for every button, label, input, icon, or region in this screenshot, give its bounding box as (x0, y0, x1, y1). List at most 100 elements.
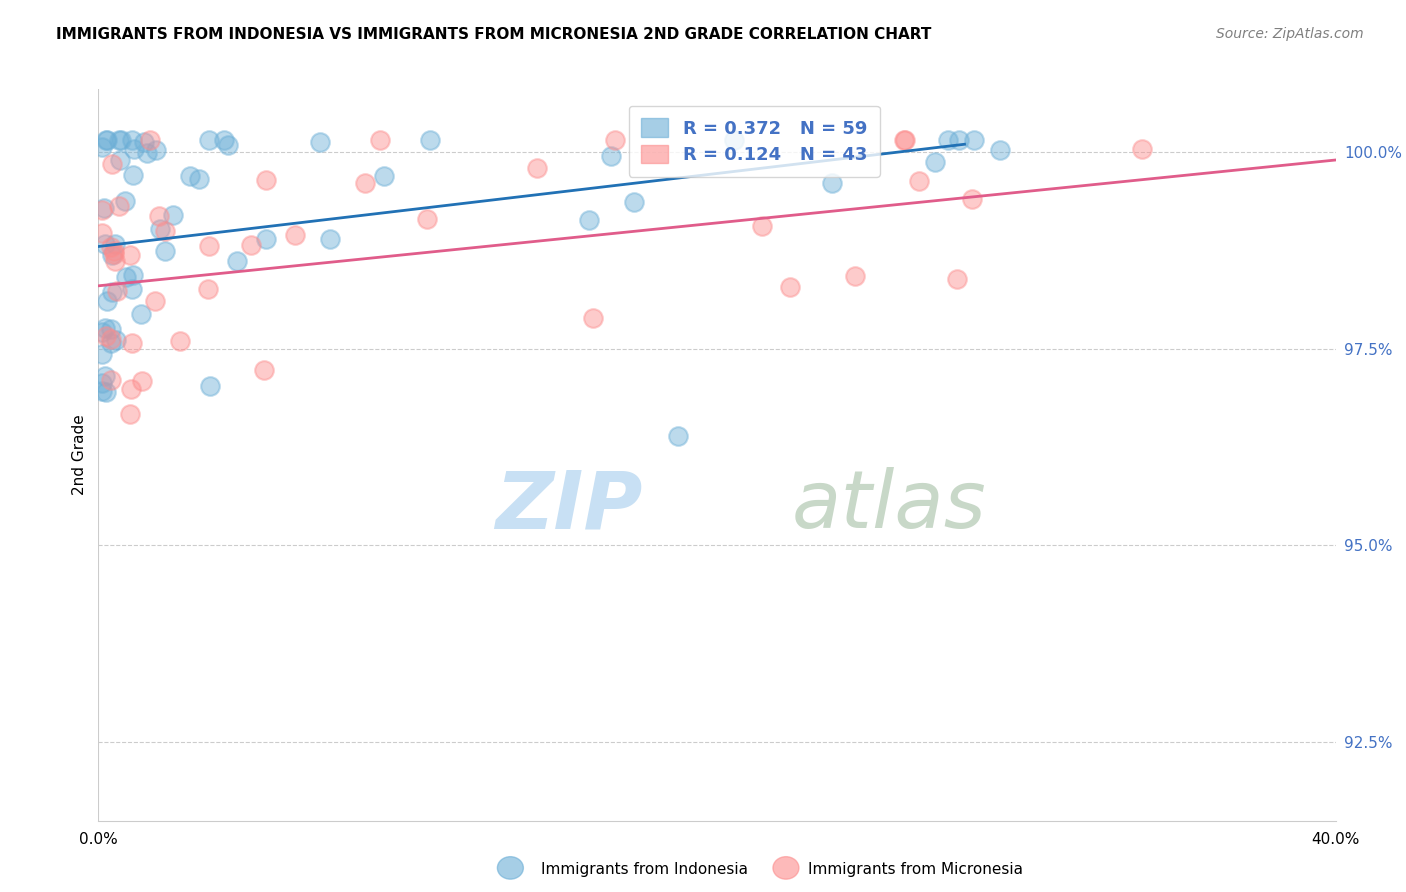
Point (198, 379, 221, 393)
Point (101, 248, 124, 262)
Point (90, 140, 112, 154)
Point (103, 244, 125, 258)
Point (284, 228, 307, 243)
Point (100, 336, 122, 351)
Point (104, 333, 127, 347)
Point (104, 253, 127, 268)
Point (419, 133, 441, 147)
Point (122, 142, 145, 156)
Point (90, 376, 112, 391)
Point (129, 307, 152, 321)
Point (101, 285, 124, 299)
Point (319, 232, 342, 246)
Point (217, 137, 239, 152)
Point (139, 133, 162, 147)
Point (120, 382, 142, 396)
Point (153, 224, 176, 238)
Point (136, 146, 159, 161)
Point (373, 169, 395, 183)
Point (121, 335, 143, 350)
Point (121, 168, 143, 182)
Point (179, 169, 201, 183)
Point (110, 133, 132, 147)
Text: Source: ZipAtlas.com: Source: ZipAtlas.com (1216, 27, 1364, 41)
Point (603, 133, 626, 147)
Point (131, 374, 153, 388)
Point (145, 143, 167, 157)
Point (108, 133, 131, 147)
Point (114, 194, 136, 208)
Point (666, 429, 689, 443)
Point (415, 212, 437, 227)
Point (121, 133, 143, 147)
Point (198, 239, 221, 253)
Text: Immigrants from Micronesia: Immigrants from Micronesia (808, 863, 1024, 877)
Text: IMMIGRANTS FROM INDONESIA VS IMMIGRANTS FROM MICRONESIA 2ND GRADE CORRELATION CH: IMMIGRANTS FROM INDONESIA VS IMMIGRANTS … (56, 27, 932, 42)
Point (90, 202, 112, 217)
Point (94, 384, 117, 399)
Point (894, 133, 917, 147)
Text: Immigrants from Indonesia: Immigrants from Indonesia (541, 863, 748, 877)
Point (197, 282, 219, 296)
Point (100, 240, 122, 254)
Point (105, 284, 128, 298)
Point (94, 329, 117, 343)
Point (108, 199, 131, 213)
Text: atlas: atlas (792, 467, 986, 545)
Point (723, 133, 745, 147)
Point (103, 247, 125, 261)
Point (212, 133, 235, 147)
Point (162, 208, 184, 222)
Point (578, 213, 600, 227)
Point (90, 347, 112, 361)
Point (94, 133, 117, 147)
Point (101, 156, 124, 170)
Point (153, 244, 176, 259)
Point (100, 373, 122, 387)
Point (309, 135, 332, 149)
Point (143, 293, 166, 308)
Point (93, 201, 115, 215)
Point (963, 133, 986, 147)
Point (100, 332, 122, 346)
Point (254, 232, 277, 246)
Point (96, 133, 118, 147)
Legend: R = 0.372   N = 59, R = 0.124   N = 43: R = 0.372 N = 59, R = 0.124 N = 43 (628, 105, 880, 177)
Point (121, 282, 143, 296)
Point (118, 248, 141, 262)
Point (94, 237, 117, 252)
Point (122, 268, 145, 282)
Point (945, 271, 967, 285)
Point (226, 254, 249, 268)
Point (134, 135, 156, 149)
Point (93, 321, 115, 335)
Point (254, 172, 277, 186)
Point (120, 407, 142, 421)
Point (93, 368, 115, 383)
Point (599, 148, 621, 162)
Point (526, 161, 548, 175)
Point (368, 133, 391, 147)
Point (100, 322, 122, 336)
Point (148, 209, 170, 223)
Point (149, 222, 172, 236)
Point (188, 172, 211, 186)
Point (623, 195, 645, 210)
Point (104, 237, 127, 252)
Point (936, 133, 959, 147)
Point (354, 176, 377, 190)
Point (198, 133, 221, 147)
Point (90, 326, 112, 340)
Point (91, 384, 114, 398)
Point (1130, 142, 1153, 156)
Point (239, 237, 262, 252)
Point (581, 311, 603, 326)
Point (844, 268, 866, 283)
Point (169, 334, 191, 349)
Point (893, 133, 915, 147)
Point (108, 153, 131, 167)
Point (907, 174, 929, 188)
Point (253, 362, 276, 376)
Point (751, 219, 773, 233)
Point (962, 192, 984, 206)
